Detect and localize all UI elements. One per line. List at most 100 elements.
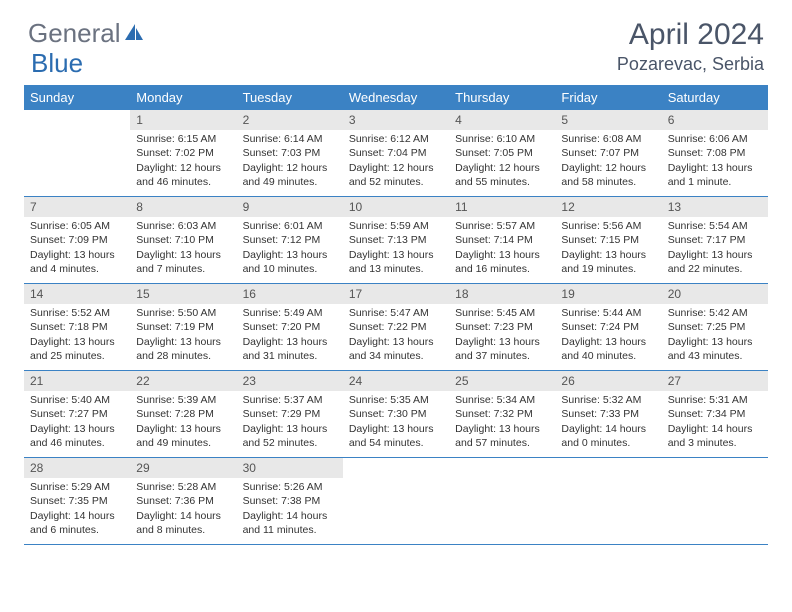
sunset-text: Sunset: 7:38 PM [243,494,337,508]
day-number: 1 [130,110,236,130]
daylight-line2: and 46 minutes. [30,436,124,450]
calendar-day: 23Sunrise: 5:37 AMSunset: 7:29 PMDayligh… [237,371,343,457]
daylight-line2: and 37 minutes. [455,349,549,363]
day-details: Sunrise: 6:12 AMSunset: 7:04 PMDaylight:… [343,132,449,193]
weekday-header-row: Sunday Monday Tuesday Wednesday Thursday… [24,85,768,110]
sunrise-text: Sunrise: 6:12 AM [349,132,443,146]
day-number: 28 [24,458,130,478]
calendar-week: 21Sunrise: 5:40 AMSunset: 7:27 PMDayligh… [24,371,768,458]
calendar-week: 1Sunrise: 6:15 AMSunset: 7:02 PMDaylight… [24,110,768,197]
day-details: Sunrise: 6:10 AMSunset: 7:05 PMDaylight:… [449,132,555,193]
day-number: 12 [555,197,661,217]
calendar-day: 13Sunrise: 5:54 AMSunset: 7:17 PMDayligh… [662,197,768,283]
daylight-line2: and 16 minutes. [455,262,549,276]
daylight-line2: and 13 minutes. [349,262,443,276]
calendar: Sunday Monday Tuesday Wednesday Thursday… [0,85,792,545]
daylight-line1: Daylight: 13 hours [243,335,337,349]
calendar-day-empty [343,458,449,544]
daylight-line2: and 40 minutes. [561,349,655,363]
calendar-day: 17Sunrise: 5:47 AMSunset: 7:22 PMDayligh… [343,284,449,370]
sunrise-text: Sunrise: 5:52 AM [30,306,124,320]
day-number: 9 [237,197,343,217]
sunrise-text: Sunrise: 5:32 AM [561,393,655,407]
daylight-line1: Daylight: 13 hours [349,422,443,436]
daylight-line1: Daylight: 13 hours [561,335,655,349]
day-number: 23 [237,371,343,391]
weeks-container: 1Sunrise: 6:15 AMSunset: 7:02 PMDaylight… [24,110,768,545]
weekday-header: Monday [130,85,236,110]
day-details: Sunrise: 5:54 AMSunset: 7:17 PMDaylight:… [662,219,768,280]
day-number: 17 [343,284,449,304]
sunrise-text: Sunrise: 5:49 AM [243,306,337,320]
sunset-text: Sunset: 7:36 PM [136,494,230,508]
sunrise-text: Sunrise: 5:45 AM [455,306,549,320]
day-details: Sunrise: 5:40 AMSunset: 7:27 PMDaylight:… [24,393,130,454]
daylight-line1: Daylight: 13 hours [349,335,443,349]
calendar-day: 28Sunrise: 5:29 AMSunset: 7:35 PMDayligh… [24,458,130,544]
day-number: 18 [449,284,555,304]
calendar-day: 3Sunrise: 6:12 AMSunset: 7:04 PMDaylight… [343,110,449,196]
day-details: Sunrise: 5:35 AMSunset: 7:30 PMDaylight:… [343,393,449,454]
sunset-text: Sunset: 7:04 PM [349,146,443,160]
calendar-day: 10Sunrise: 5:59 AMSunset: 7:13 PMDayligh… [343,197,449,283]
day-details: Sunrise: 5:59 AMSunset: 7:13 PMDaylight:… [343,219,449,280]
day-details: Sunrise: 5:47 AMSunset: 7:22 PMDaylight:… [343,306,449,367]
daylight-line1: Daylight: 12 hours [561,161,655,175]
sunrise-text: Sunrise: 5:44 AM [561,306,655,320]
sunrise-text: Sunrise: 5:42 AM [668,306,762,320]
day-number: 14 [24,284,130,304]
daylight-line2: and 0 minutes. [561,436,655,450]
calendar-day-empty [449,458,555,544]
day-details: Sunrise: 5:49 AMSunset: 7:20 PMDaylight:… [237,306,343,367]
day-details: Sunrise: 5:50 AMSunset: 7:19 PMDaylight:… [130,306,236,367]
sunset-text: Sunset: 7:05 PM [455,146,549,160]
day-details: Sunrise: 5:44 AMSunset: 7:24 PMDaylight:… [555,306,661,367]
day-number: 11 [449,197,555,217]
daylight-line2: and 1 minute. [668,175,762,189]
weekday-header: Wednesday [343,85,449,110]
daylight-line1: Daylight: 13 hours [668,248,762,262]
sunrise-text: Sunrise: 5:54 AM [668,219,762,233]
sunset-text: Sunset: 7:17 PM [668,233,762,247]
day-number: 25 [449,371,555,391]
daylight-line2: and 7 minutes. [136,262,230,276]
daylight-line2: and 6 minutes. [30,523,124,537]
sunrise-text: Sunrise: 5:29 AM [30,480,124,494]
sail-icon [123,18,145,49]
sunrise-text: Sunrise: 6:03 AM [136,219,230,233]
day-details: Sunrise: 6:05 AMSunset: 7:09 PMDaylight:… [24,219,130,280]
calendar-day: 21Sunrise: 5:40 AMSunset: 7:27 PMDayligh… [24,371,130,457]
calendar-day: 14Sunrise: 5:52 AMSunset: 7:18 PMDayligh… [24,284,130,370]
day-number: 8 [130,197,236,217]
daylight-line1: Daylight: 14 hours [30,509,124,523]
day-details: Sunrise: 5:45 AMSunset: 7:23 PMDaylight:… [449,306,555,367]
daylight-line1: Daylight: 12 hours [136,161,230,175]
sunrise-text: Sunrise: 5:31 AM [668,393,762,407]
calendar-day: 18Sunrise: 5:45 AMSunset: 7:23 PMDayligh… [449,284,555,370]
sunset-text: Sunset: 7:10 PM [136,233,230,247]
day-details: Sunrise: 6:03 AMSunset: 7:10 PMDaylight:… [130,219,236,280]
sunset-text: Sunset: 7:14 PM [455,233,549,247]
sunrise-text: Sunrise: 5:57 AM [455,219,549,233]
daylight-line2: and 8 minutes. [136,523,230,537]
calendar-day: 9Sunrise: 6:01 AMSunset: 7:12 PMDaylight… [237,197,343,283]
weekday-header: Thursday [449,85,555,110]
daylight-line2: and 28 minutes. [136,349,230,363]
day-number: 16 [237,284,343,304]
day-number: 24 [343,371,449,391]
calendar-day: 2Sunrise: 6:14 AMSunset: 7:03 PMDaylight… [237,110,343,196]
daylight-line1: Daylight: 13 hours [561,248,655,262]
day-details: Sunrise: 5:42 AMSunset: 7:25 PMDaylight:… [662,306,768,367]
month-title: April 2024 [617,18,764,52]
sunset-text: Sunset: 7:03 PM [243,146,337,160]
day-number: 15 [130,284,236,304]
sunset-text: Sunset: 7:19 PM [136,320,230,334]
daylight-line2: and 34 minutes. [349,349,443,363]
calendar-day-empty [662,458,768,544]
weekday-header: Sunday [24,85,130,110]
daylight-line1: Daylight: 13 hours [30,335,124,349]
brand-logo: General [28,18,145,49]
day-details: Sunrise: 5:37 AMSunset: 7:29 PMDaylight:… [237,393,343,454]
daylight-line2: and 10 minutes. [243,262,337,276]
title-block: April 2024 Pozarevac, Serbia [617,18,764,75]
